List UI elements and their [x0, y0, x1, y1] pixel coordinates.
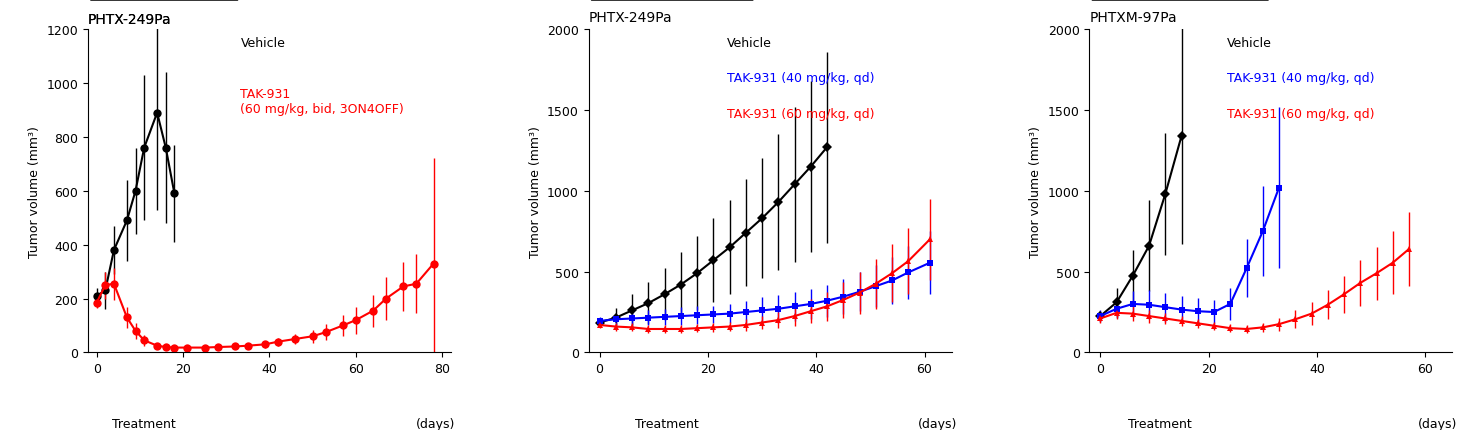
Title: PHTX-249Pa: PHTX-249Pa — [88, 12, 172, 27]
Text: TAK-931 (60 mg/kg, qd): TAK-931 (60 mg/kg, qd) — [1228, 108, 1375, 120]
Text: Vehicle: Vehicle — [241, 37, 285, 49]
Text: PHTX-249Pa: PHTX-249Pa — [588, 11, 672, 25]
Text: PHTXM-97Pa: PHTXM-97Pa — [1090, 11, 1177, 25]
Text: Vehicle: Vehicle — [726, 37, 772, 49]
Text: Vehicle: Vehicle — [1228, 37, 1272, 49]
Text: TAK-931 (60 mg/kg, qd): TAK-931 (60 mg/kg, qd) — [726, 108, 874, 120]
Text: Treatment: Treatment — [1128, 417, 1191, 430]
Text: (days): (days) — [918, 417, 956, 430]
Text: TAK-931 (40 mg/kg, qd): TAK-931 (40 mg/kg, qd) — [1228, 72, 1375, 85]
Text: Treatment: Treatment — [635, 417, 700, 430]
Y-axis label: Tumor volume (mm³): Tumor volume (mm³) — [28, 126, 41, 257]
Text: TAK-931 (40 mg/kg, qd): TAK-931 (40 mg/kg, qd) — [726, 72, 874, 85]
Y-axis label: Tumor volume (mm³): Tumor volume (mm³) — [528, 126, 541, 257]
Text: Treatment: Treatment — [113, 417, 176, 430]
Text: (days): (days) — [1419, 417, 1458, 430]
Text: (days): (days) — [415, 417, 455, 430]
Y-axis label: Tumor volume (mm³): Tumor volume (mm³) — [1030, 126, 1043, 257]
Text: PHTX-249Pa: PHTX-249Pa — [88, 12, 172, 27]
Text: TAK-931
(60 mg/kg, bid, 3ON4OFF): TAK-931 (60 mg/kg, bid, 3ON4OFF) — [241, 88, 405, 116]
